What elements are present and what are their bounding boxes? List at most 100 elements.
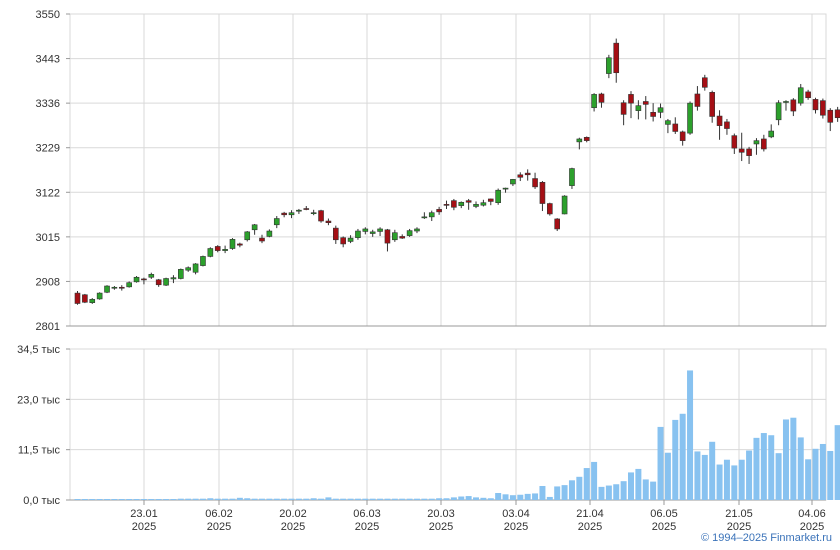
candle-body <box>185 267 191 271</box>
candle-body <box>170 277 177 280</box>
candle-body <box>709 92 715 117</box>
volume-bar <box>701 454 708 500</box>
candle-body <box>406 230 413 236</box>
volume-bar <box>568 480 575 500</box>
candle-body <box>369 231 376 234</box>
price-tick-label: 3550 <box>36 9 60 21</box>
volume-bar <box>487 498 494 500</box>
candle-body <box>731 135 738 149</box>
volume-bar <box>406 498 413 500</box>
volume-bar <box>185 498 192 500</box>
volume-bar <box>96 499 103 500</box>
candle-body <box>547 203 553 215</box>
volume-bar <box>222 498 229 500</box>
volume-bar <box>163 499 170 500</box>
x-tick-label-date: 04.06 <box>798 508 826 520</box>
candle-body <box>96 292 103 300</box>
x-tick-label-date: 03.04 <box>502 508 530 520</box>
volume-bar <box>598 486 605 500</box>
candle-body <box>163 278 169 286</box>
volume-bar <box>465 496 472 500</box>
candle-body <box>812 99 819 111</box>
volume-tick-label: 23,0 тыс <box>17 394 60 406</box>
volume-bar <box>524 493 531 500</box>
x-tick-label-date: 06.05 <box>650 508 678 520</box>
candle-body <box>214 246 221 251</box>
candle-body <box>561 195 568 215</box>
volume-bar <box>576 476 583 500</box>
candle-body <box>399 236 406 239</box>
volume-bar <box>753 437 760 500</box>
candle-body <box>458 201 465 206</box>
candle-body <box>532 178 538 188</box>
volume-bar <box>325 497 332 500</box>
candle-body <box>207 248 214 257</box>
volume-bar <box>546 496 553 500</box>
volume-bar <box>399 498 406 500</box>
x-tick-label-year: 2025 <box>652 521 676 533</box>
copyright-text: © 1994–2025 Finmarket.ru <box>700 532 832 544</box>
volume-bar <box>81 499 88 500</box>
candle-body <box>133 276 140 283</box>
x-tick-label-date: 21.04 <box>576 508 604 520</box>
candle-body <box>724 121 730 129</box>
volume-bar <box>421 498 428 500</box>
x-tick-label-year: 2025 <box>504 521 528 533</box>
candle-body <box>487 198 494 202</box>
volume-bar <box>532 493 539 500</box>
volume-bar <box>192 498 199 500</box>
candle-body <box>620 102 627 115</box>
volume-bar <box>591 461 598 500</box>
candle-body <box>775 102 782 121</box>
volume-bar <box>126 499 133 500</box>
volume-bar <box>140 499 147 500</box>
candle-body <box>362 228 369 232</box>
candle-body <box>598 93 605 103</box>
volume-bar <box>318 498 325 500</box>
volume-bar <box>199 498 206 500</box>
candle-body <box>443 204 450 206</box>
candle-body <box>539 181 546 204</box>
volume-bar <box>89 499 96 500</box>
volume-bar <box>259 498 265 500</box>
candle-body <box>273 218 280 226</box>
candle-body <box>126 282 132 288</box>
volume-bar <box>118 499 125 500</box>
volume-bar <box>266 498 273 500</box>
volume-bar <box>104 499 111 500</box>
volume-bar <box>133 499 140 500</box>
volume-bar <box>613 484 620 500</box>
x-tick-label-year: 2025 <box>800 521 824 533</box>
candle-body <box>635 105 642 111</box>
volume-bar <box>561 485 568 500</box>
candle-body <box>310 212 317 214</box>
candle-body <box>340 237 346 245</box>
candle-body <box>421 216 428 219</box>
volume-bar <box>229 498 236 500</box>
volume-bar <box>605 485 612 500</box>
candle-body <box>642 101 649 105</box>
candle-body <box>510 179 516 185</box>
x-tick-label-year: 2025 <box>207 521 231 533</box>
x-tick-label-year: 2025 <box>727 521 751 533</box>
volume-bar <box>391 498 398 500</box>
candle-body <box>104 285 110 293</box>
volume-bar <box>177 498 184 500</box>
candle-body <box>229 239 236 249</box>
volume-bar <box>642 479 649 500</box>
volume-bar <box>413 498 420 500</box>
candle-body <box>820 100 826 116</box>
price-tick-label: 2801 <box>36 321 60 333</box>
volume-bar <box>709 441 716 500</box>
volume-bar <box>509 495 516 500</box>
volume-bar <box>687 370 694 500</box>
volume-bar <box>473 497 480 500</box>
candle-body <box>111 286 118 289</box>
price-tick-label: 3443 <box>36 54 60 66</box>
candle-body <box>790 99 797 112</box>
candle-body <box>465 200 472 203</box>
candle-body <box>251 224 258 231</box>
x-tick-label-date: 20.03 <box>427 508 455 520</box>
x-tick-label-year: 2025 <box>355 521 379 533</box>
